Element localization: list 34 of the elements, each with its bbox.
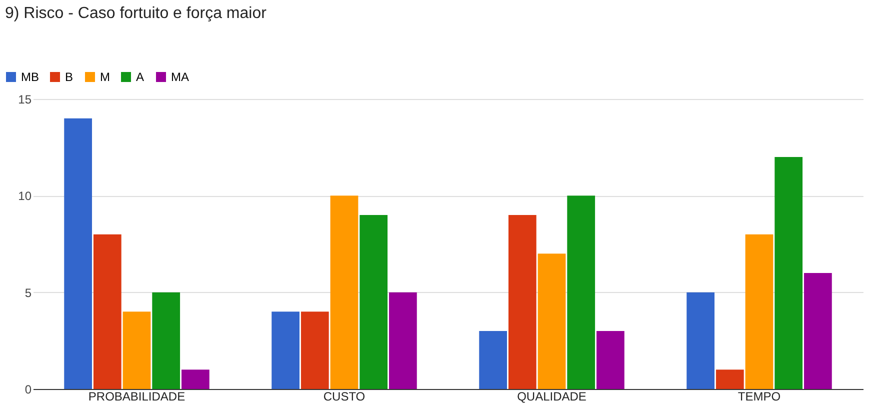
bar: [152, 292, 180, 389]
bar: [686, 292, 714, 389]
bar: [716, 370, 744, 389]
y-tick-label: 0: [24, 382, 32, 396]
bar: [508, 215, 536, 389]
legend-label: MA: [171, 70, 189, 84]
bar: [538, 254, 566, 389]
x-tick-label: PROBABILIDADE: [88, 390, 186, 404]
bar: [596, 331, 624, 389]
x-tick-label: TEMPO: [738, 390, 781, 404]
y-tick-label: 15: [18, 92, 32, 106]
bar: [804, 273, 832, 389]
y-tick-label: 10: [18, 189, 32, 204]
x-tick-label: CUSTO: [323, 390, 366, 404]
bar: [389, 292, 417, 389]
bar: [745, 234, 774, 389]
bar: [330, 196, 358, 389]
bar: [479, 331, 507, 389]
bar: [93, 234, 122, 389]
bar: [567, 196, 596, 389]
bar: [122, 312, 151, 389]
y-tick-label: 5: [24, 286, 32, 300]
legend-label: M: [100, 70, 110, 84]
legend-label: A: [136, 70, 144, 84]
legend-label: MB: [21, 70, 39, 84]
bar: [360, 215, 388, 389]
bar: [64, 118, 92, 389]
chart-title: 9) Risco - Caso fortuito e força maior: [5, 5, 268, 22]
bar: [300, 312, 329, 389]
bar: [182, 370, 210, 389]
legend-label: B: [65, 70, 74, 84]
x-tick-label: QUALIDADE: [517, 390, 586, 404]
bar: [774, 157, 803, 389]
bar: [272, 312, 300, 389]
